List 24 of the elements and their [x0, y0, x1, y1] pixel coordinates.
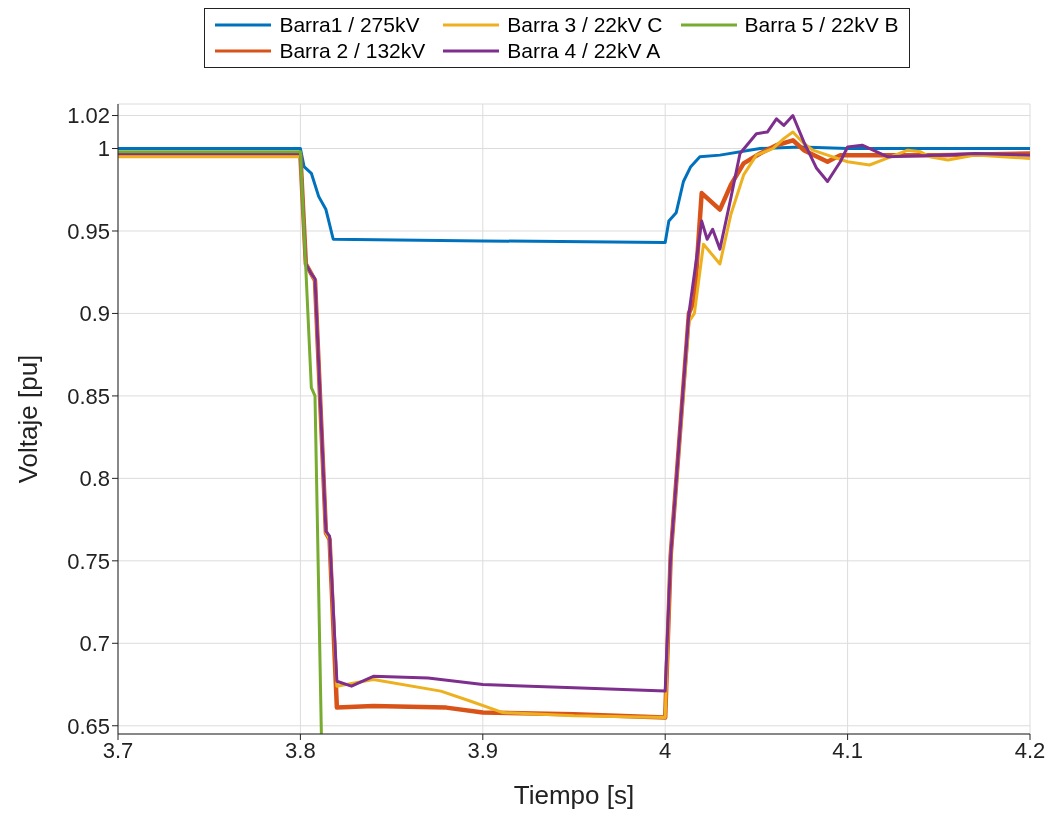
- legend-label: Barra1 / 275kV: [279, 13, 420, 37]
- legend-label: Barra 2 / 132kV: [279, 39, 426, 63]
- y-tick-label: 0.9: [79, 301, 110, 327]
- legend-label: Barra 3 / 22kV C: [507, 13, 663, 37]
- legend-label: Barra 4 / 22kV A: [507, 39, 661, 63]
- y-tick-label: 0.7: [79, 631, 110, 657]
- x-tick-label: 3.9: [467, 737, 499, 763]
- y-tick-label: 0.75: [67, 548, 110, 574]
- y-tick-label: 1.02: [67, 103, 110, 129]
- x-axis-title: Tiempo [s]: [513, 780, 635, 810]
- y-tick-label: 0.8: [79, 466, 110, 492]
- y-tick-label: 1: [97, 136, 110, 162]
- y-tick-label: 0.85: [67, 383, 110, 409]
- legend-label: Barra 5 / 22kV B: [744, 13, 899, 37]
- y-tick-label: 0.65: [67, 713, 110, 739]
- x-tick-label: 4: [659, 737, 672, 763]
- line-series: [118, 145, 1030, 245]
- line-series: [118, 150, 323, 734]
- y-axis-title: Voltaje [pu]: [13, 354, 44, 484]
- x-tick-label: 4.1: [832, 737, 863, 763]
- x-tick-label: 4.2: [1014, 737, 1046, 763]
- x-tick-label: 3.7: [102, 737, 134, 763]
- y-tick-label: 0.95: [67, 218, 110, 244]
- x-tick-label: 3.8: [285, 737, 316, 763]
